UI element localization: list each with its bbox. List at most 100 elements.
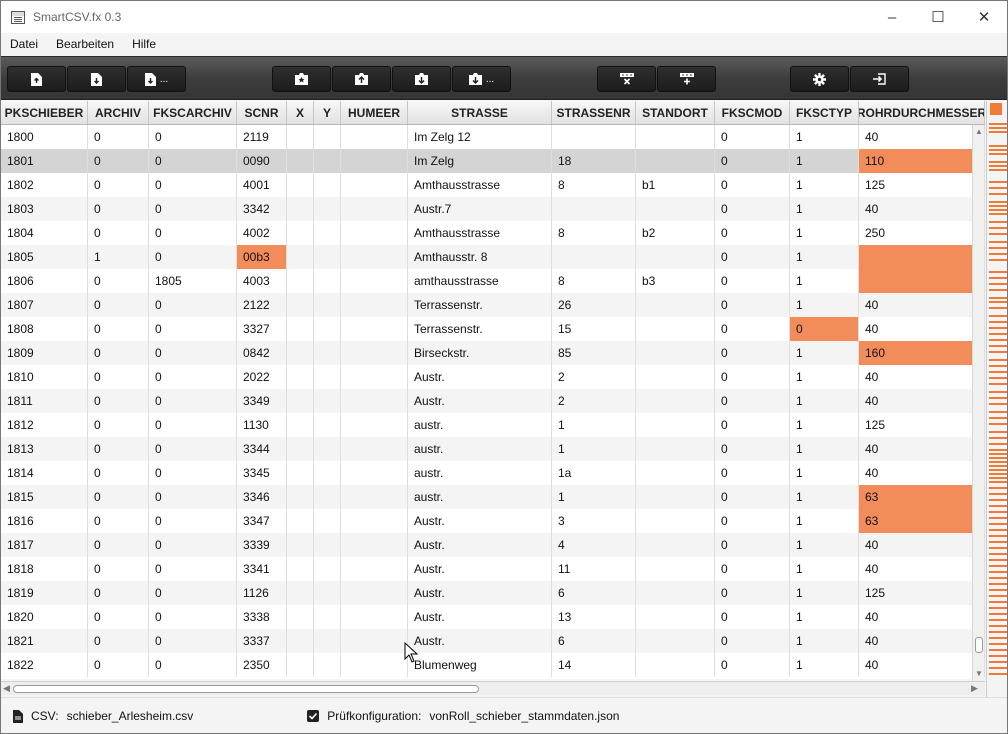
table-cell[interactable]: 0: [149, 485, 237, 509]
save-file-button[interactable]: [67, 66, 126, 92]
table-cell[interactable]: 0: [88, 389, 149, 413]
table-cell[interactable]: 1811: [1, 389, 88, 413]
error-marker[interactable]: [989, 345, 1007, 347]
error-marker[interactable]: [989, 403, 1007, 405]
error-marker[interactable]: [989, 601, 1007, 603]
table-cell[interactable]: 0: [88, 269, 149, 293]
table-cell[interactable]: Terrassenstr.: [408, 317, 552, 341]
error-marker[interactable]: [989, 535, 1007, 537]
table-cell[interactable]: 0: [149, 221, 237, 245]
table-cell[interactable]: 1: [790, 437, 859, 461]
error-marker[interactable]: [989, 253, 1007, 255]
table-cell[interactable]: [314, 605, 341, 629]
table-cell[interactable]: [341, 389, 408, 413]
table-cell-error[interactable]: 00b3: [237, 245, 287, 269]
error-marker[interactable]: [989, 165, 1007, 167]
table-cell[interactable]: [341, 509, 408, 533]
upload-config-button[interactable]: [332, 66, 391, 92]
table-cell[interactable]: 1: [88, 245, 149, 269]
table-cell[interactable]: 4: [552, 533, 636, 557]
error-marker[interactable]: [989, 493, 1007, 495]
error-marker[interactable]: [989, 321, 1007, 323]
table-cell[interactable]: austr.: [408, 413, 552, 437]
table-cell[interactable]: 1810: [1, 365, 88, 389]
table-cell[interactable]: [341, 605, 408, 629]
load-config-button[interactable]: [272, 66, 331, 92]
error-marker[interactable]: [989, 547, 1007, 549]
table-cell[interactable]: 4003: [237, 269, 287, 293]
table-cell[interactable]: 0: [88, 629, 149, 653]
table-cell[interactable]: Blumenweg: [408, 653, 552, 677]
table-cell[interactable]: [636, 533, 715, 557]
table-cell[interactable]: [341, 269, 408, 293]
table-cell[interactable]: [636, 557, 715, 581]
table-row[interactable]: 1816 0 0 3347 Austr. 3 0 1 63: [1, 509, 985, 533]
table-cell[interactable]: 2122: [237, 293, 287, 317]
table-row[interactable]: 1803 0 0 3342 Austr.7 0 1 40: [1, 197, 985, 221]
error-marker[interactable]: [989, 371, 1007, 373]
table-cell[interactable]: 0: [88, 341, 149, 365]
table-cell[interactable]: [636, 437, 715, 461]
table-cell[interactable]: 0: [715, 245, 790, 269]
error-marker[interactable]: [989, 529, 1007, 531]
table-cell[interactable]: [341, 341, 408, 365]
table-cell[interactable]: 40: [859, 629, 985, 653]
table-cell[interactable]: 3344: [237, 437, 287, 461]
table-cell[interactable]: 1: [790, 461, 859, 485]
error-marker[interactable]: [989, 301, 1007, 303]
table-cell[interactable]: 1: [790, 509, 859, 533]
table-cell[interactable]: [314, 197, 341, 221]
table-cell[interactable]: 0: [715, 629, 790, 653]
table-cell[interactable]: [341, 629, 408, 653]
error-marker[interactable]: [989, 297, 1007, 299]
error-marker[interactable]: [989, 315, 1007, 317]
table-cell[interactable]: 13: [552, 605, 636, 629]
table-cell[interactable]: 0: [715, 221, 790, 245]
column-header-fkscarchiv[interactable]: FKSCARCHIV: [149, 101, 237, 124]
table-cell[interactable]: [341, 653, 408, 677]
error-marker[interactable]: [989, 469, 1007, 471]
table-cell[interactable]: 0: [715, 485, 790, 509]
column-header-x[interactable]: X: [287, 101, 314, 124]
table-cell[interactable]: 1: [552, 437, 636, 461]
table-cell[interactable]: [287, 221, 314, 245]
table-cell[interactable]: 0: [715, 533, 790, 557]
table-cell[interactable]: 0: [149, 149, 237, 173]
table-cell[interactable]: 40: [859, 365, 985, 389]
table-cell[interactable]: 1: [790, 173, 859, 197]
table-row[interactable]: 1817 0 0 3339 Austr. 4 0 1 40: [1, 533, 985, 557]
table-cell[interactable]: 1: [790, 221, 859, 245]
table-cell[interactable]: 0: [149, 629, 237, 653]
table-cell[interactable]: [636, 509, 715, 533]
table-cell[interactable]: [287, 173, 314, 197]
table-cell[interactable]: 26: [552, 293, 636, 317]
table-cell[interactable]: [314, 533, 341, 557]
error-marker[interactable]: [989, 127, 1007, 129]
table-cell[interactable]: 0: [88, 413, 149, 437]
table-cell[interactable]: 1: [790, 245, 859, 269]
table-cell[interactable]: [287, 485, 314, 509]
table-cell[interactable]: 1: [790, 389, 859, 413]
table-cell[interactable]: [341, 125, 408, 149]
table-cell[interactable]: 4002: [237, 221, 287, 245]
error-marker[interactable]: [989, 613, 1007, 615]
scroll-up-icon[interactable]: ▲: [975, 127, 983, 136]
table-cell[interactable]: 0: [715, 149, 790, 173]
error-marker[interactable]: [989, 259, 1007, 261]
error-marker[interactable]: [989, 523, 1007, 525]
table-cell[interactable]: b3: [636, 269, 715, 293]
horizontal-scroll-thumb[interactable]: [13, 685, 479, 693]
table-cell[interactable]: 1: [790, 653, 859, 677]
table-cell[interactable]: 40: [859, 293, 985, 317]
error-marker[interactable]: [989, 571, 1007, 573]
table-cell[interactable]: [341, 365, 408, 389]
table-cell[interactable]: 0: [715, 293, 790, 317]
error-marker[interactable]: [989, 145, 1007, 147]
table-cell[interactable]: 0: [715, 317, 790, 341]
table-cell[interactable]: 1806: [1, 269, 88, 293]
table-cell[interactable]: 3346: [237, 485, 287, 509]
column-header-rohrdurchmesser[interactable]: ROHRDURCHMESSER: [859, 101, 985, 124]
minimize-button[interactable]: –: [887, 8, 897, 26]
table-cell[interactable]: 2022: [237, 365, 287, 389]
table-cell[interactable]: Austr.: [408, 629, 552, 653]
